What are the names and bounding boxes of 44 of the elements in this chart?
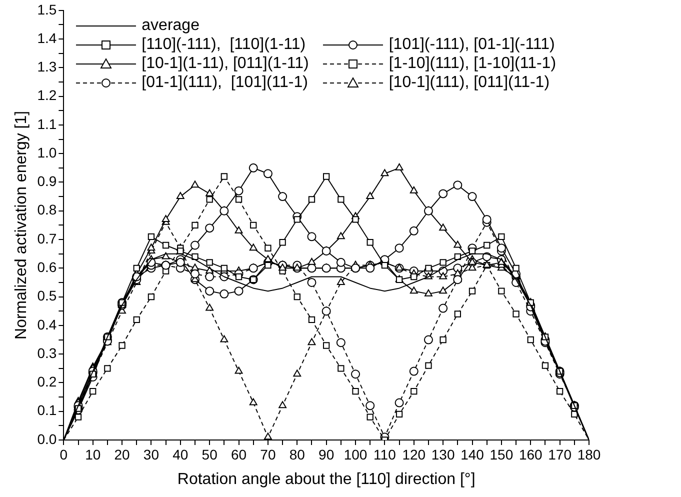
y-tick-label: 1.5 [37,1,57,18]
x-tick-label: 10 [85,446,101,462]
x-tick-label: 0 [60,446,68,462]
y-tick-label: 0.6 [37,259,57,276]
x-tick-label: 110 [374,446,396,462]
legend-label: [101](-111), [01-1](-111) [388,35,555,54]
y-tick-label: 0.5 [37,288,57,304]
legend-label: [10-1](111), [011](11-1) [388,73,550,92]
x-tick-label: 90 [318,446,334,462]
legend-label: [01-1](111), [101](11-1) [142,73,308,92]
x-axis-title: Rotation angle about the [110] direction [°] [177,470,476,488]
x-tick-label: 180 [577,446,601,462]
x-tick-label: 140 [460,446,484,462]
x-tick-label: 40 [172,446,188,462]
x-tick-label: 50 [202,446,218,462]
legend-label: average [142,16,200,36]
x-tick-label: 120 [402,446,426,462]
x-tick-label: 30 [143,446,160,462]
y-tick-label: 0.4 [37,316,57,332]
y-tick-label: 1.2 [37,87,57,104]
x-tick-label: 20 [114,446,130,462]
y-tick-label: 1.1 [37,116,57,132]
y-tick-label: 0.3 [37,344,57,361]
legend-label: [1-10](111), [1-10](11-1) [388,54,556,74]
x-tick-label: 100 [344,446,368,462]
y-tick-label: 0.9 [37,173,57,190]
y-tick-label: 0.8 [37,202,57,218]
y-axis-title: Normalized activation energy [1] [13,110,30,340]
x-tick-label: 130 [431,446,455,462]
x-tick-label: 60 [230,446,247,462]
x-tick-label: 170 [548,446,572,462]
legend-label: [110](-111), [110](1-11) [142,35,306,54]
x-tick-label: 70 [260,446,276,462]
y-tick-label: 0.7 [37,230,57,246]
y-tick-label: 0.2 [37,374,57,390]
y-tick-label: 1.0 [37,144,57,160]
y-tick-label: 1.3 [37,58,57,75]
y-tick-label: 0.0 [37,430,57,447]
y-tick-label: 0.1 [37,402,57,418]
x-tick-label: 150 [490,446,514,462]
legend-label: [10-1](1-11), [011](1-11) [142,54,309,74]
x-tick-label: 160 [518,446,543,462]
x-tick-label: 80 [289,446,306,462]
y-tick-label: 1.4 [37,30,57,46]
